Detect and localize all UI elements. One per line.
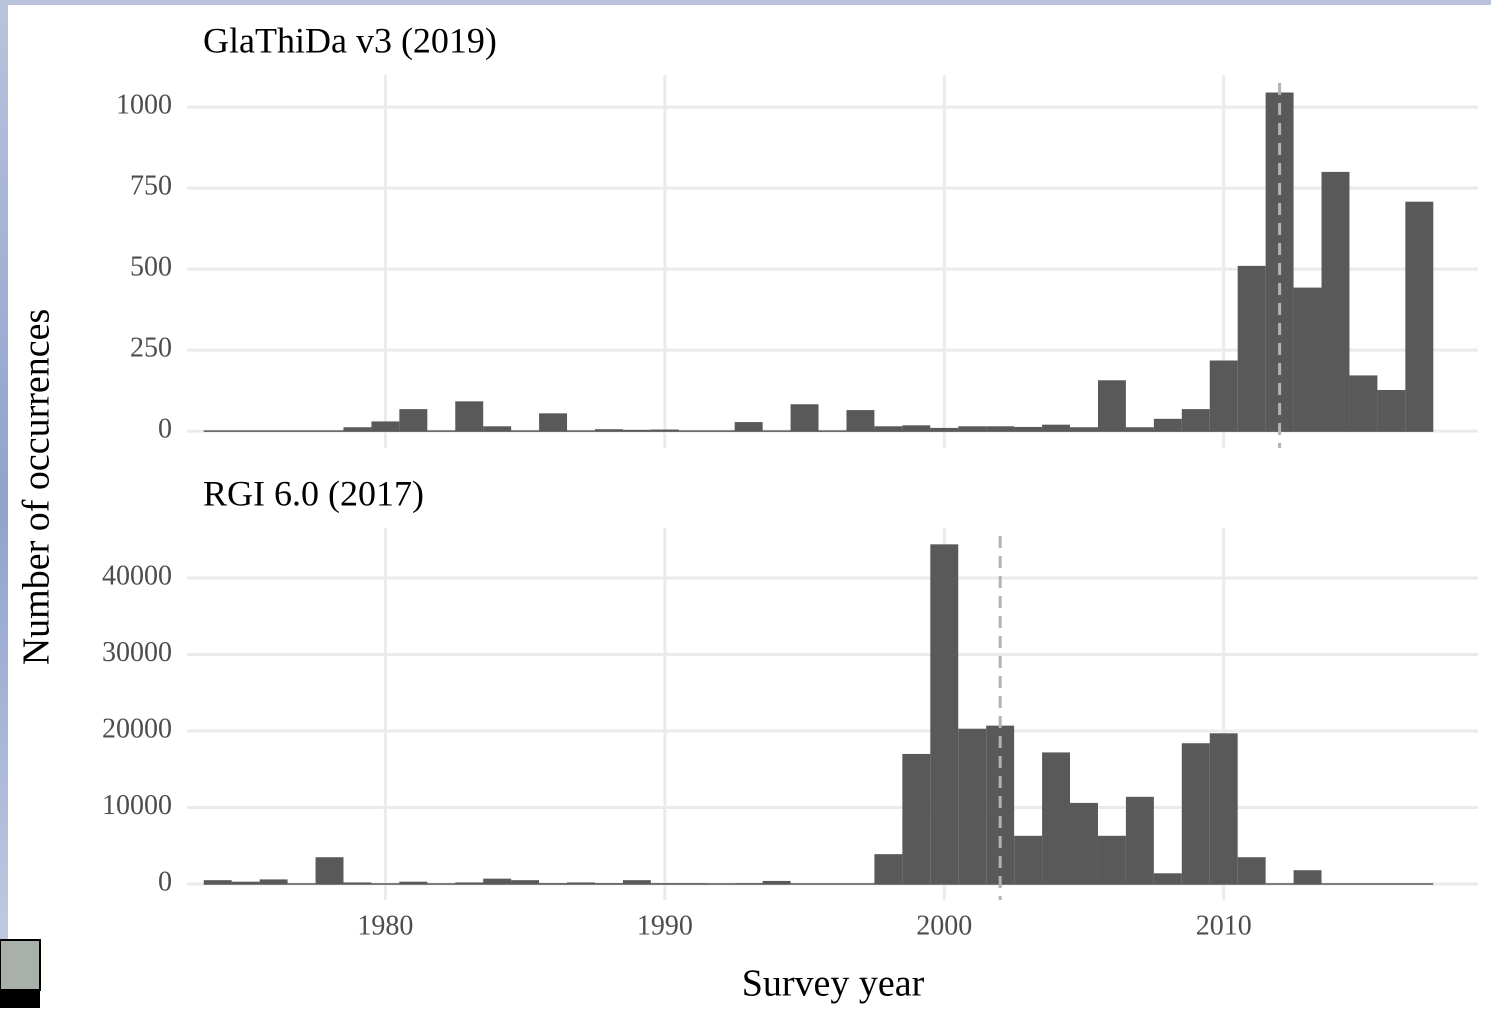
bar	[483, 879, 511, 884]
bar	[1070, 427, 1098, 431]
bar	[343, 427, 371, 431]
y-tick-label: 30000	[102, 637, 172, 668]
bar	[1126, 427, 1154, 431]
bar	[1014, 836, 1042, 884]
bar	[1070, 803, 1098, 884]
bar	[1042, 425, 1070, 431]
bar	[763, 881, 791, 884]
bar	[1098, 380, 1126, 431]
bar	[679, 883, 707, 884]
x-tick-label: 1990	[637, 910, 693, 941]
bar	[1154, 873, 1182, 884]
bar	[1405, 202, 1433, 431]
bar	[1182, 409, 1210, 431]
y-tick-label: 0	[158, 414, 172, 445]
bar	[1042, 752, 1070, 884]
bar	[567, 882, 595, 884]
y-tick-label: 0	[158, 866, 172, 897]
bar	[623, 430, 651, 431]
bar	[511, 880, 539, 884]
bar	[539, 413, 567, 431]
bar	[958, 729, 986, 884]
bar	[846, 410, 874, 431]
bar	[232, 431, 260, 432]
bar	[1014, 427, 1042, 431]
bar	[343, 882, 371, 884]
bar	[930, 544, 958, 884]
x-axis-label: Survey year	[742, 963, 925, 1005]
bar	[1322, 172, 1350, 431]
bar	[1210, 733, 1238, 884]
x-tick-label: 2000	[916, 910, 972, 941]
bar	[1377, 390, 1405, 431]
bar	[455, 401, 483, 431]
bar	[735, 422, 763, 431]
y-tick-label: 500	[130, 252, 172, 283]
bar	[651, 430, 679, 432]
bar	[204, 880, 232, 884]
corner-block	[0, 990, 40, 1008]
bar	[874, 426, 902, 431]
bar	[930, 428, 958, 431]
bar	[1294, 288, 1322, 432]
bar	[623, 880, 651, 884]
bar	[371, 421, 399, 431]
bar	[483, 426, 511, 431]
bar	[595, 429, 623, 431]
bar	[1349, 375, 1377, 431]
bar	[651, 883, 679, 884]
bar	[1238, 266, 1266, 431]
bar	[1182, 743, 1210, 884]
bar	[260, 879, 288, 884]
bar	[791, 404, 819, 431]
bar	[1294, 870, 1322, 884]
bar	[1210, 361, 1238, 432]
y-tick-label: 10000	[102, 790, 172, 821]
bar	[874, 854, 902, 884]
bar	[1098, 836, 1126, 884]
bar	[986, 426, 1014, 431]
y-tick-label: 250	[130, 333, 172, 364]
y-tick-label: 20000	[102, 713, 172, 744]
x-tick-label: 1980	[357, 910, 413, 941]
bar	[455, 882, 483, 884]
bar	[902, 754, 930, 884]
corner-box	[0, 940, 40, 990]
bar	[902, 425, 930, 431]
bar	[595, 883, 623, 884]
bar	[1238, 857, 1266, 884]
panel-title: RGI 6.0 (2017)	[203, 473, 424, 513]
bar	[539, 883, 567, 884]
bar	[1154, 419, 1182, 431]
panel-title: GlaThiDa v3 (2019)	[203, 20, 497, 60]
y-tick-label: 40000	[102, 560, 172, 591]
bar	[399, 882, 427, 884]
bar	[399, 409, 427, 431]
y-tick-label: 1000	[116, 90, 172, 121]
bar	[232, 882, 260, 884]
x-tick-label: 2010	[1196, 910, 1252, 941]
y-tick-label: 750	[130, 171, 172, 202]
bar	[735, 883, 763, 884]
y-axis-label: Number of occurrences	[16, 309, 58, 666]
bar	[1126, 797, 1154, 884]
bar	[316, 857, 344, 884]
bar	[958, 426, 986, 431]
